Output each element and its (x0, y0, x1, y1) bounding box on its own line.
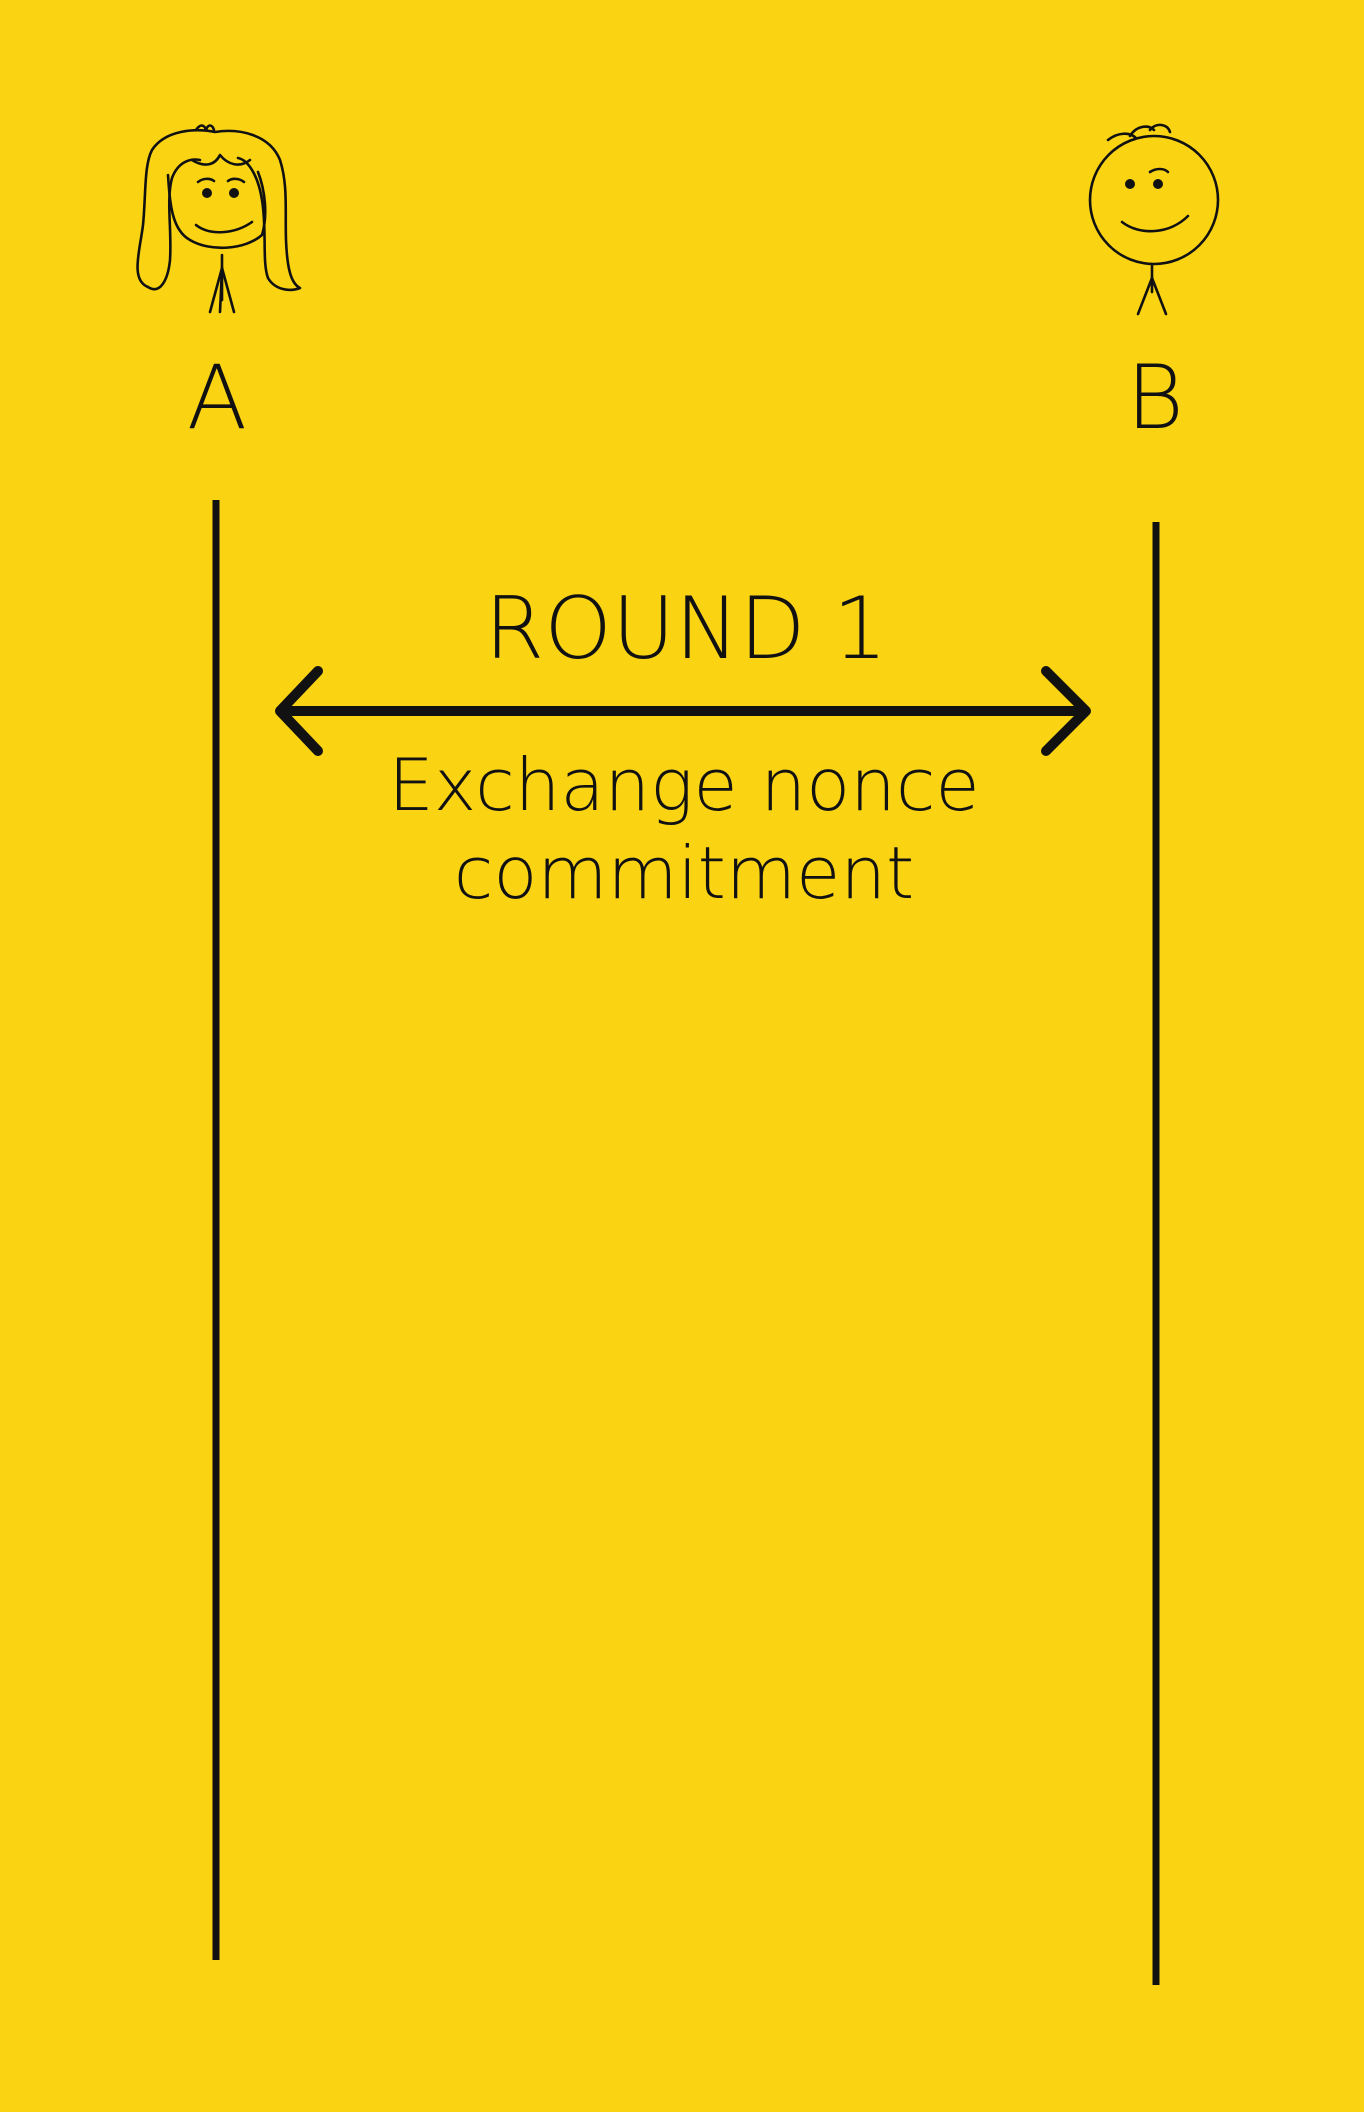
participant-b-label: B (1126, 346, 1184, 449)
double-headed-arrow-icon (275, 666, 1091, 756)
round-description-line-1: Exchange nonce (388, 743, 979, 827)
woman-stick-figure-icon (136, 124, 302, 314)
man-stick-figure-icon (1088, 123, 1220, 316)
participant-a-label: A (187, 346, 247, 449)
round-description-line-2: commitment (454, 831, 914, 915)
round-title: ROUND 1 (485, 579, 888, 679)
